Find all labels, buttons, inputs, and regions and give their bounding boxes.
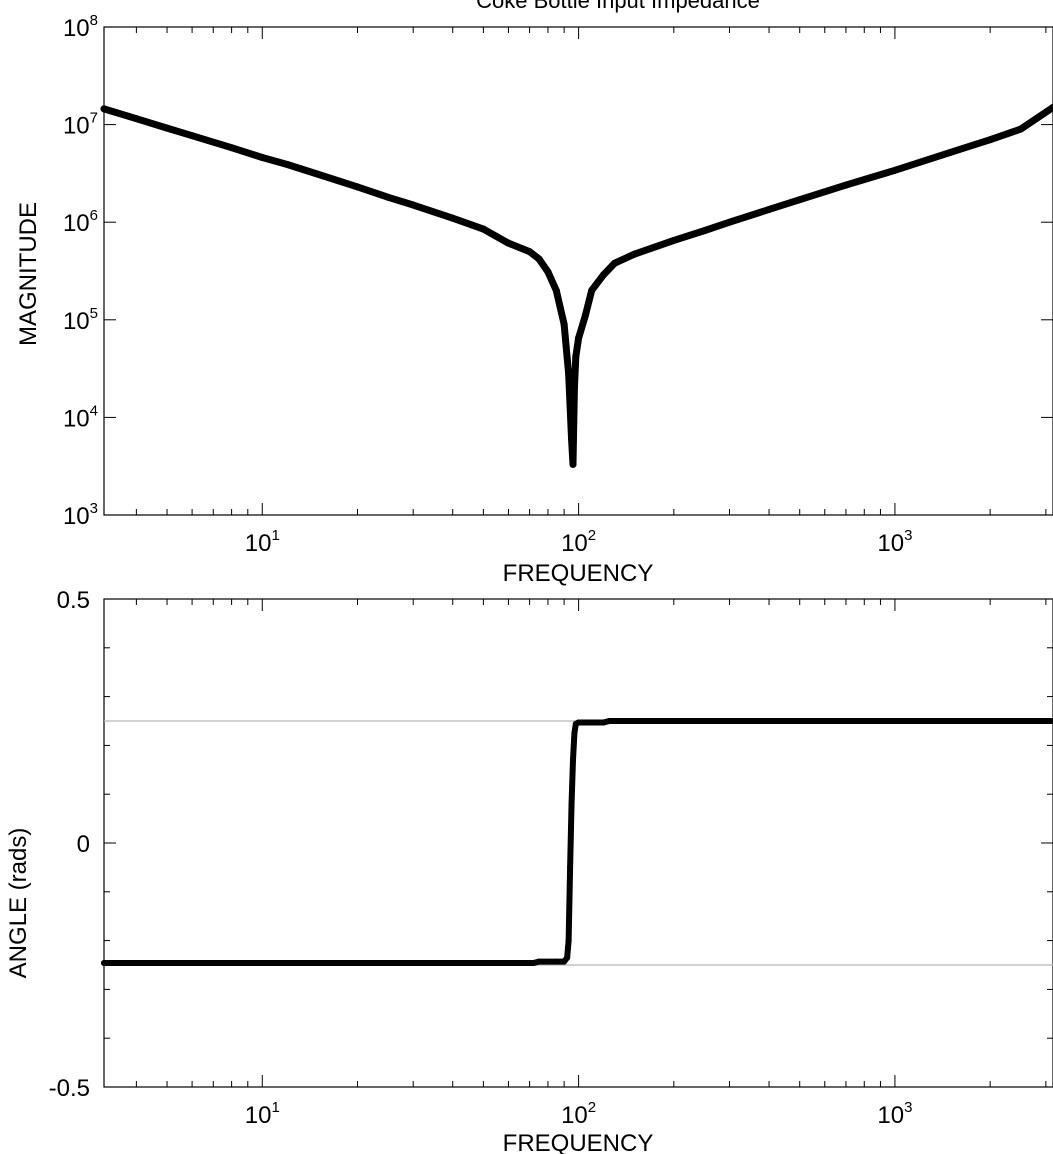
- data-point: [670, 718, 677, 724]
- chart-title: Coke Bottle Input Impedance: [476, 0, 760, 13]
- data-point: [163, 124, 171, 132]
- data-point: [449, 214, 457, 222]
- data-point: [947, 148, 955, 156]
- data-point: [568, 800, 575, 807]
- data-point: [410, 960, 417, 967]
- data-point: [544, 268, 552, 276]
- data-point: [505, 960, 512, 967]
- data-point: [600, 271, 608, 279]
- data-point: [630, 250, 638, 258]
- y-tick-label: 103: [63, 500, 98, 530]
- data-point: [1050, 718, 1053, 724]
- data-point: [228, 144, 236, 152]
- data-point: [188, 132, 196, 140]
- data-point: [535, 255, 543, 263]
- data-point: [568, 435, 576, 443]
- x-tick-label: 103: [877, 1099, 912, 1129]
- y-tick-label: -0.5: [49, 1075, 90, 1102]
- data-point: [606, 718, 613, 724]
- data-point: [100, 105, 108, 113]
- y-tick-label: 0.5: [57, 587, 90, 614]
- data-point: [891, 166, 899, 174]
- data-point: [891, 718, 898, 724]
- data-point: [575, 334, 583, 342]
- data-point: [384, 193, 392, 201]
- data-point: [570, 384, 578, 392]
- data-point: [765, 205, 773, 213]
- data-point: [552, 286, 560, 294]
- y-tick-label: 107: [63, 110, 98, 140]
- data-point: [479, 225, 487, 233]
- y-tick-label: 106: [63, 207, 98, 237]
- data-point: [796, 718, 803, 724]
- data-point: [581, 312, 589, 320]
- plot-frame: [103, 26, 1053, 516]
- data-point: [842, 181, 850, 189]
- data-point: [565, 937, 572, 944]
- data-point: [314, 170, 322, 178]
- data-point: [526, 248, 534, 256]
- data-point: [1049, 103, 1053, 111]
- data-point: [571, 730, 578, 737]
- data-point: [564, 954, 571, 961]
- x-tick-label: 101: [245, 1099, 280, 1129]
- magnitude-x-axis-label: FREQUENCY: [503, 560, 654, 587]
- data-point: [572, 353, 580, 361]
- data-point: [569, 757, 576, 764]
- data-point: [565, 370, 573, 378]
- y-tick-label: 104: [63, 402, 98, 432]
- x-tick-label: 102: [561, 527, 596, 557]
- angle-plot: 101 102 103 -0.5 0 0.5: [49, 587, 1053, 1129]
- data-point: [796, 196, 804, 204]
- data-point: [536, 958, 543, 965]
- data-point: [132, 115, 140, 123]
- data-point: [600, 719, 607, 726]
- y-tick-label: 108: [63, 12, 98, 42]
- data-point: [569, 460, 577, 468]
- x-tick-label: 102: [561, 1099, 596, 1129]
- magnitude-series-line: [100, 103, 1053, 468]
- magnitude-axis-label: MAGNITUDE: [15, 202, 42, 346]
- x-tick-label: 103: [877, 527, 912, 557]
- y-tick-label: 105: [63, 305, 98, 335]
- data-point: [1017, 125, 1025, 133]
- data-point: [582, 719, 589, 726]
- data-point: [611, 259, 619, 267]
- angle-series-line: [101, 718, 1053, 967]
- data-point: [258, 154, 266, 162]
- data-point: [101, 960, 107, 967]
- data-point: [353, 183, 361, 191]
- data-point: [588, 286, 596, 294]
- angle-x-axis-label: FREQUENCY: [503, 1130, 654, 1154]
- data-point: [259, 960, 266, 967]
- data-point: [530, 960, 537, 967]
- data-point: [726, 218, 734, 226]
- plot-frame: [103, 598, 1053, 1088]
- data-point: [553, 958, 560, 965]
- data-point: [409, 201, 417, 209]
- data-point: [560, 320, 568, 328]
- data-point: [700, 227, 708, 235]
- data-point: [504, 239, 512, 247]
- y-tick-label: 0: [77, 831, 90, 858]
- data-point: [283, 161, 291, 169]
- magnitude-plot: 101 102 103 103 104 105 106 107 108: [63, 12, 1053, 557]
- data-point: [986, 136, 994, 144]
- data-point: [575, 719, 582, 726]
- angle-axis-label: ANGLE (rads): [5, 828, 32, 979]
- data-point: [670, 236, 678, 244]
- x-tick-label: 101: [245, 527, 280, 557]
- data-point: [567, 864, 574, 871]
